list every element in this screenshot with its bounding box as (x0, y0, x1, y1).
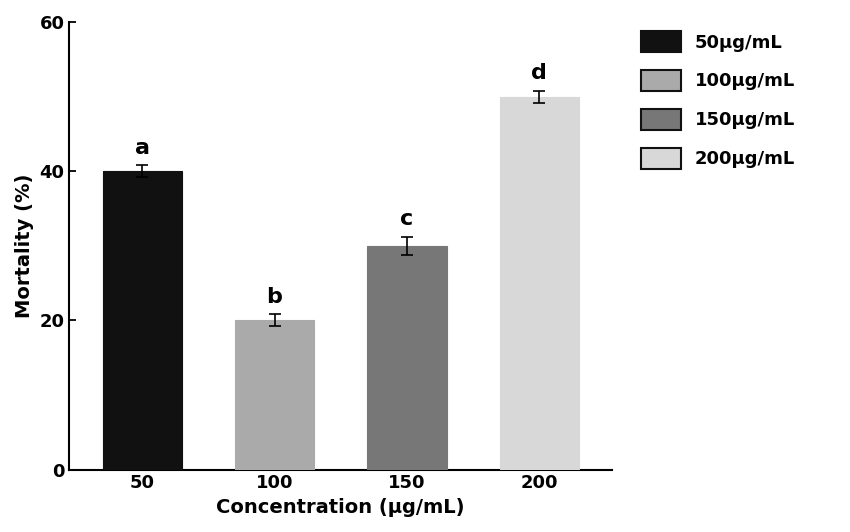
Text: b: b (267, 287, 282, 307)
Legend: 50μg/mL, 100μg/mL, 150μg/mL, 200μg/mL: 50μg/mL, 100μg/mL, 150μg/mL, 200μg/mL (632, 22, 804, 178)
Text: c: c (400, 210, 413, 229)
Y-axis label: Mortality (%): Mortality (%) (15, 173, 34, 318)
Bar (103, 171, 182, 470)
Bar (500, 97, 579, 470)
Bar (235, 320, 314, 470)
Bar (367, 246, 446, 470)
X-axis label: Concentration (μg/mL): Concentration (μg/mL) (217, 498, 465, 517)
Text: a: a (134, 138, 150, 158)
Text: d: d (531, 63, 547, 83)
